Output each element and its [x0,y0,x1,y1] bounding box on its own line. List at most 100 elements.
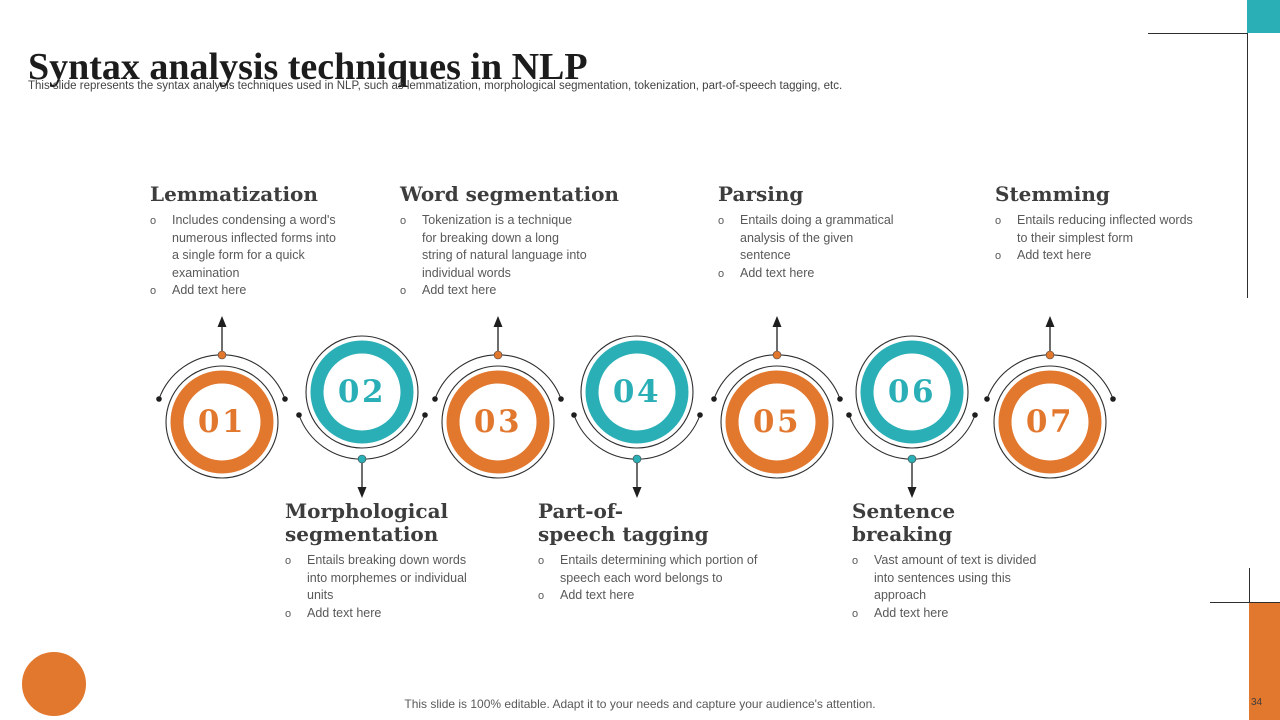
step-connector-dot [772,350,782,360]
technique-bullet-list: o Tokenization is a technique for breakin… [400,212,590,301]
step-ring [725,370,829,474]
step-arrow-head [772,316,782,327]
arc-end-dot [697,412,703,418]
step-outline-circle [993,365,1107,479]
bullet-text: Add text here [172,283,247,297]
bullet-text: Entails reducing inflected words to thei… [1017,213,1193,245]
step-arrow-head [907,487,917,498]
bullet-text: Entails breaking down words into morphem… [307,553,467,602]
timeline-step-07: 07 [984,316,1116,479]
step-arrow-head [217,316,227,327]
footer-note: This slide is 100% editable. Adapt it to… [404,697,876,711]
bullet-item: o Entails doing a grammatical analysis of… [718,212,898,265]
bullet-text: Entails determining which portion of spe… [560,553,758,585]
bottom-right-vertical-line [1249,568,1250,603]
step-number: 07 [1026,404,1074,440]
step-arrow-head [1045,316,1055,327]
timeline-step-02: 02 [296,335,428,498]
technique-block-morphological-segmentation: Morphological segmentation o Entails break… [285,500,467,623]
bullet-text: Entails doing a grammatical analysis of … [740,213,894,262]
arc-end-dot [422,412,428,418]
arc-end-dot [296,412,302,418]
arc-end-dot [837,396,843,402]
step-number: 01 [198,404,246,440]
bullet-text: Add text here [560,588,635,602]
step-number: 05 [753,404,801,440]
technique-title: Parsing [718,182,804,206]
bullet-item: o Add text here [150,282,340,301]
step-arrow-head [632,487,642,498]
bullet-text: Tokenization is a technique for breaking… [422,213,587,280]
bullet-item: o Entails determining which portion of sp… [538,552,800,587]
orange-corner-accent [1249,603,1280,720]
bullet-marker: o [150,215,157,227]
arc-end-dot [984,396,990,402]
arc-end-dot [711,396,717,402]
top-right-horizontal-line [1148,33,1248,34]
step-connector-dot [632,454,642,464]
bullet-text: Add text here [307,605,382,620]
arc-end-dot [1110,396,1116,402]
bullet-marker: o [718,267,725,280]
step-ring [446,370,550,474]
step-ring [170,370,274,474]
technique-bullet-list: o Entails doing a grammatical analysis of… [718,212,898,283]
step-ring [310,340,414,444]
bullet-marker: o [400,285,407,297]
technique-title: Stemming [995,182,1110,206]
technique-block-word-segmentation: Word segmentation o Tokenization is a tech… [400,183,619,301]
bullet-marker: o [718,215,725,227]
step-connector-dot [1045,350,1055,360]
teal-corner-accent [1247,0,1280,33]
arc-end-dot [571,412,577,418]
step-outline-circle [165,365,279,479]
step-connector-dot [493,350,503,360]
bullet-text: Add text here [1017,248,1092,262]
arc-end-dot [432,396,438,402]
bullet-marker: o [852,555,859,567]
step-number: 03 [474,404,522,440]
bullet-item: o Includes condensing a word's numerous i… [150,212,340,282]
timeline-step-06: 06 [846,335,978,498]
step-arrow-head [493,316,503,327]
bullet-text: Add text here [874,605,949,620]
step-arrow-head [357,487,367,498]
timeline-diagram: 01 02 03 04 05 06 07 [156,316,1116,498]
bullet-item: o Add text here [718,265,898,284]
bullet-item: o Add text here [995,247,1202,266]
technique-block-sentence-breaking: Sentence breaking o Vast amount of text is… [852,500,1044,623]
bullet-item: o Entails reducing inflected words to the… [995,212,1202,247]
top-right-vertical-line [1247,33,1248,298]
step-outline-circle [580,335,694,449]
arc-end-dot [846,412,852,418]
bullet-marker: o [995,215,1002,227]
bullet-item: o Add text here [852,605,1044,624]
step-number: 06 [888,374,936,410]
arc-end-dot [282,396,288,402]
bullet-marker: o [285,607,292,620]
page-number: 34 [1251,697,1263,708]
step-ring [998,370,1102,474]
bullet-marker: o [538,590,545,602]
technique-title: Word segmentation [400,182,619,206]
bullet-item: o Tokenization is a technique for breakin… [400,212,590,282]
arc-end-dot [558,396,564,402]
technique-title: Morphological segmentation [285,499,449,546]
technique-title: Sentence breaking [852,499,956,546]
technique-bullet-list: o Vast amount of text is divided into sen… [852,552,1044,623]
bullet-text: Includes condensing a word's numerous in… [172,213,336,280]
step-number: 04 [613,374,661,410]
bullet-item: o Vast amount of text is divided into sen… [852,552,1044,605]
technique-block-part-of-speech-tagging: Part-of- speech tagging o Entails determin… [538,500,800,606]
slide-subtitle: This slide represents the syntax analysi… [28,80,843,92]
technique-block-parsing: Parsing o Entails doing a grammatical anal… [718,183,898,283]
technique-bullet-list: o Entails determining which portion of sp… [538,552,800,606]
step-ring [860,340,964,444]
step-outline-circle [305,335,419,449]
bullet-marker: o [538,555,545,567]
technique-title: Lemmatization [150,182,318,206]
bullet-marker: o [995,250,1002,262]
timeline-step-04: 04 [571,335,703,498]
bullet-item: o Add text here [400,282,590,301]
orange-donut-decoration [22,652,86,716]
